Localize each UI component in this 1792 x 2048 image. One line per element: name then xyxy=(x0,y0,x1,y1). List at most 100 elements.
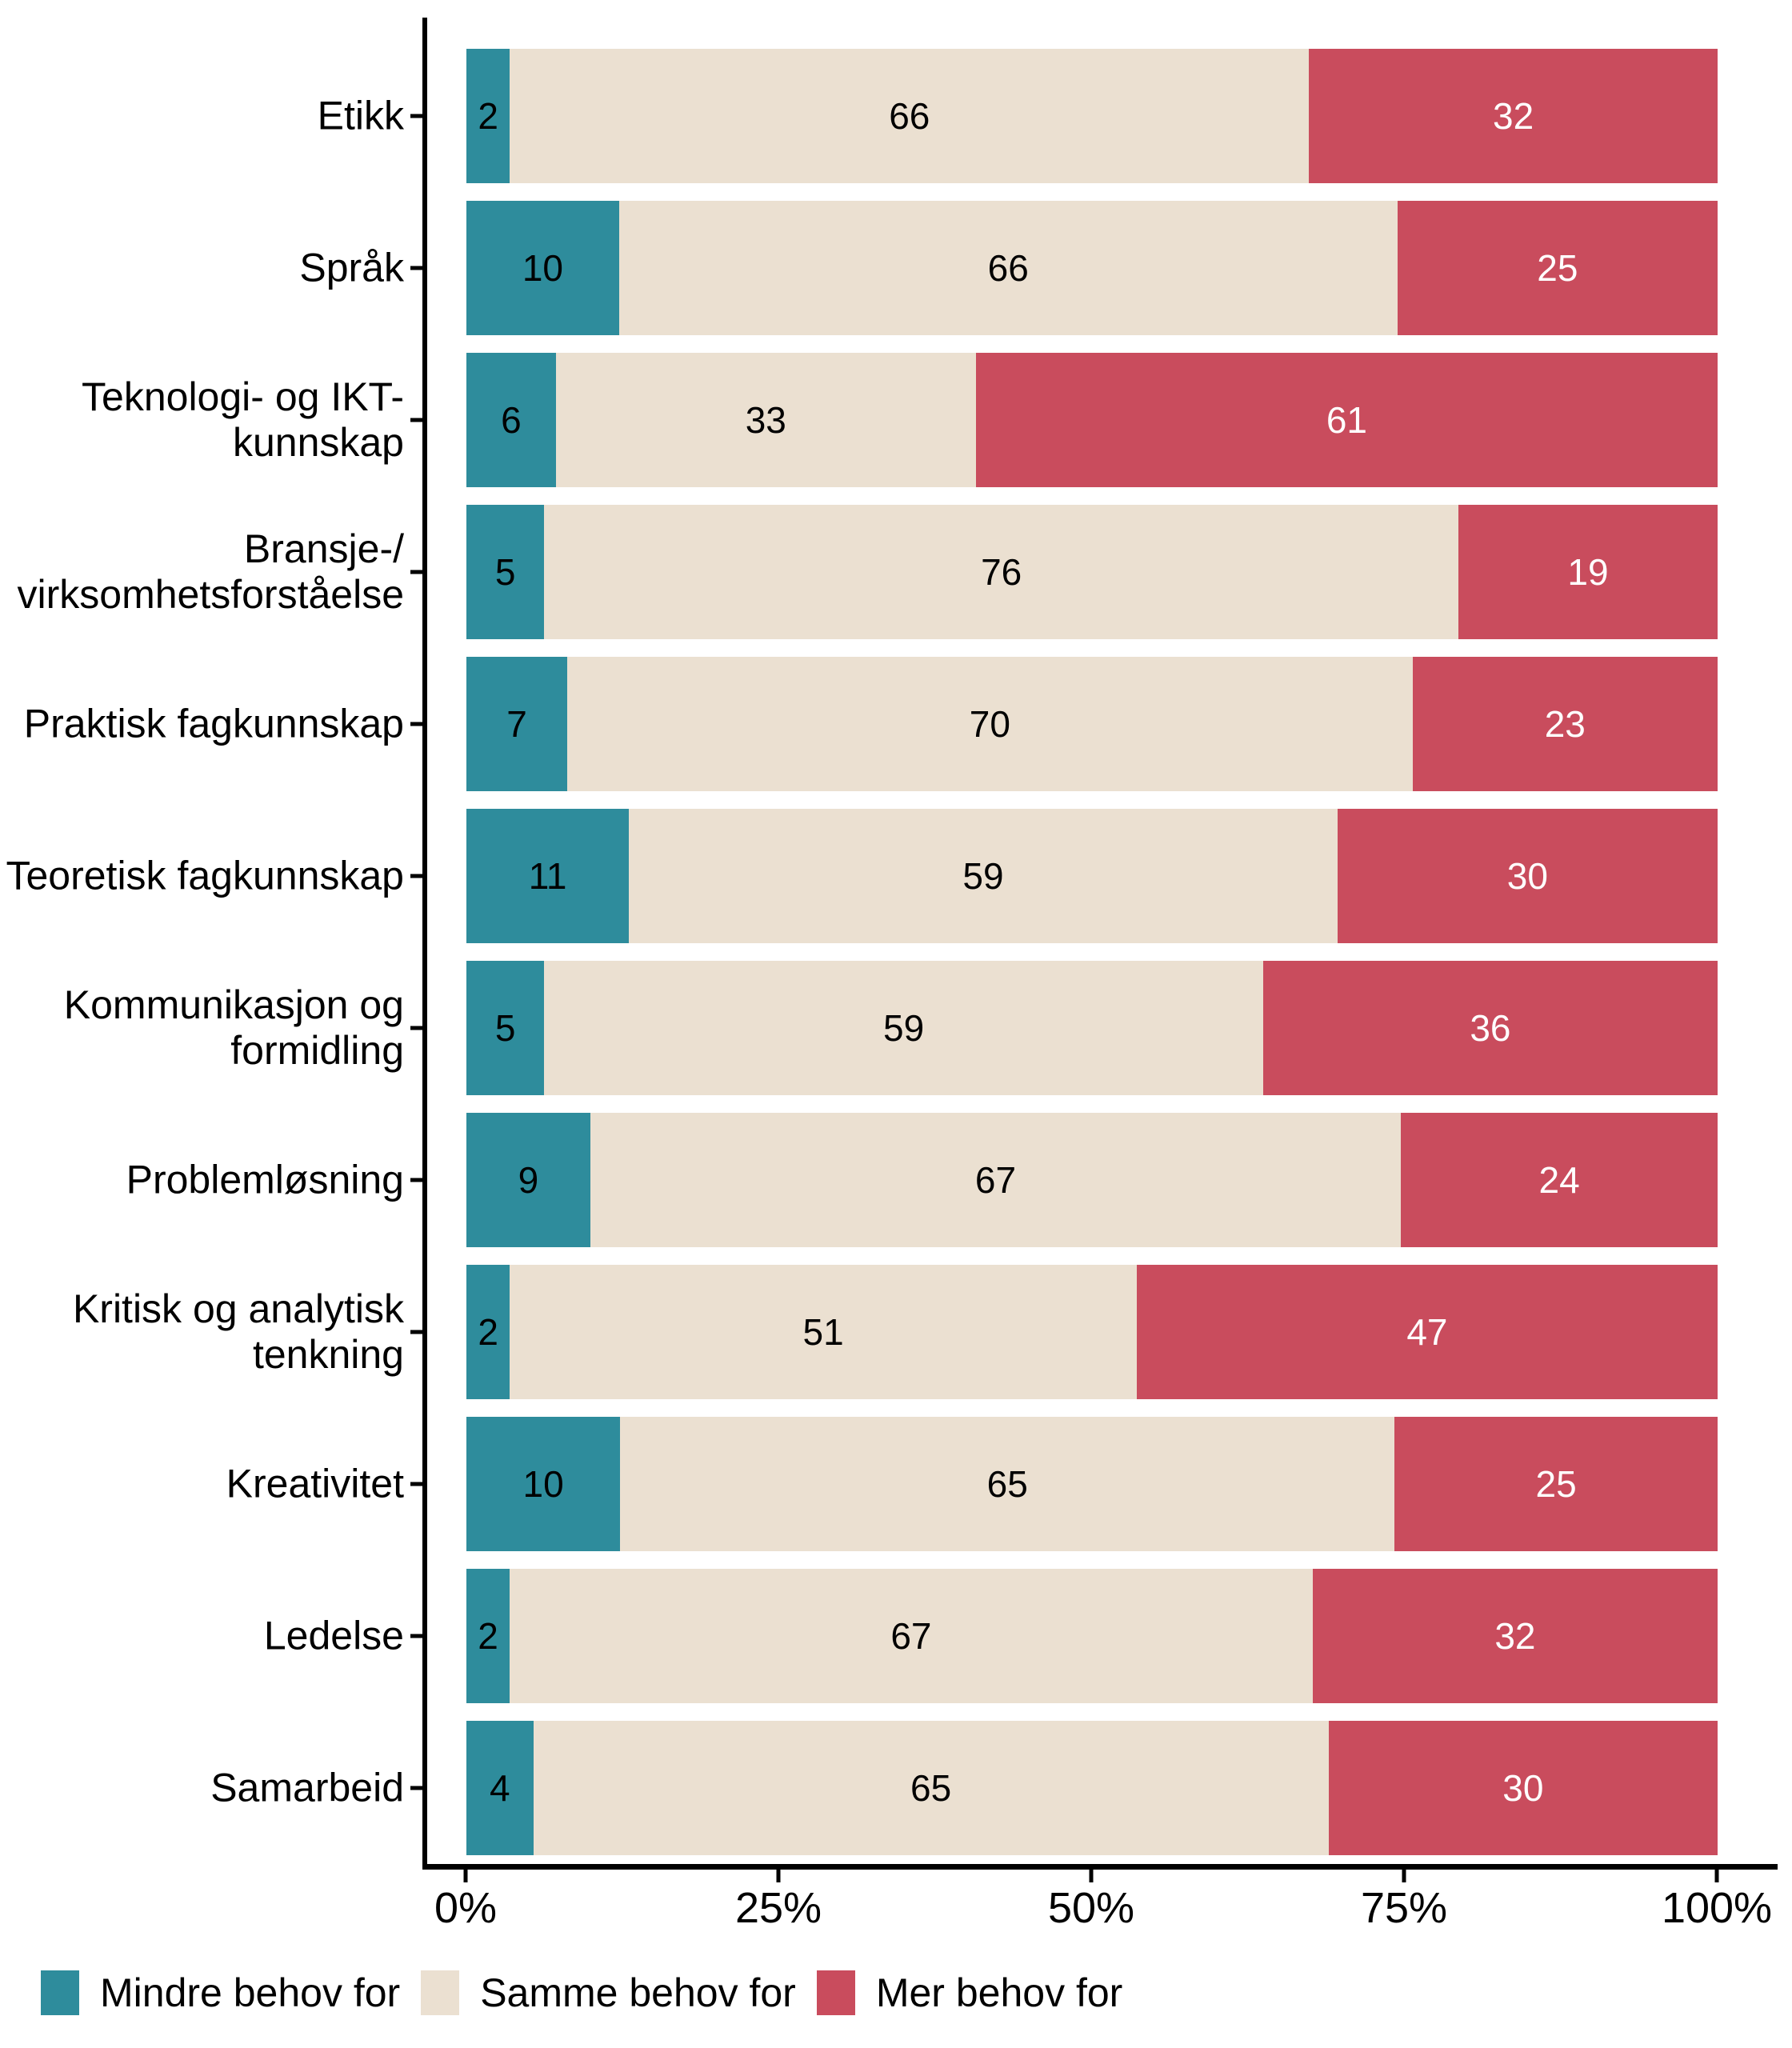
y-axis-tick xyxy=(410,1786,422,1790)
bar-track: 2 67 32 xyxy=(466,1569,1718,1703)
value-label: 33 xyxy=(745,399,786,441)
legend-swatch xyxy=(816,1970,855,2015)
bar-segment-mindre: 11 xyxy=(466,809,630,943)
bar-segment-samme: 65 xyxy=(533,1721,1329,1855)
x-axis-tick xyxy=(1714,1870,1719,1882)
legend-label: Mer behov for xyxy=(875,1970,1123,2015)
category-label: Praktisk fagkunnskap xyxy=(23,701,404,746)
category-label: Samarbeid xyxy=(210,1765,404,1810)
bar-segment-samme: 65 xyxy=(620,1417,1395,1551)
bar-segment-mer: 25 xyxy=(1397,201,1718,335)
bar-track: 2 51 47 xyxy=(466,1265,1718,1399)
legend-item: Samme behov for xyxy=(421,1970,796,2016)
bar-segment-mindre: 9 xyxy=(466,1113,590,1247)
x-axis-tick xyxy=(1402,1870,1406,1882)
value-label: 51 xyxy=(802,1311,844,1353)
value-label: 2 xyxy=(478,1615,498,1657)
value-label: 2 xyxy=(478,1311,498,1353)
bar-track: 4 65 30 xyxy=(466,1721,1718,1855)
category-label: Kreativitet xyxy=(226,1461,404,1506)
bar-segment-mindre: 5 xyxy=(466,505,545,639)
bar-segment-mer: 19 xyxy=(1458,505,1718,639)
category-label: Språk xyxy=(299,245,404,290)
value-label: 6 xyxy=(501,399,522,441)
value-label: 65 xyxy=(910,1767,952,1809)
bar-segment-mer: 30 xyxy=(1328,1721,1718,1855)
bar-segment-mindre: 5 xyxy=(466,961,545,1095)
y-axis-tick xyxy=(410,874,422,878)
value-label: 59 xyxy=(962,855,1004,897)
y-axis-tick xyxy=(410,266,422,270)
value-label: 76 xyxy=(981,551,1022,593)
value-label: 66 xyxy=(889,95,930,137)
value-label: 24 xyxy=(1538,1159,1580,1201)
bar-row: Teoretisk fagkunnskap 11 59 30 xyxy=(0,800,1792,952)
value-label: 32 xyxy=(1494,1615,1536,1657)
x-axis-tick xyxy=(463,1870,468,1882)
y-axis-tick xyxy=(410,1634,422,1638)
bar-segment-samme: 76 xyxy=(544,505,1458,639)
value-label: 30 xyxy=(1506,855,1548,897)
bar-segment-mer: 32 xyxy=(1312,1569,1718,1703)
legend-label: Samme behov for xyxy=(480,1970,796,2015)
x-axis-tick-label: 75% xyxy=(1360,1884,1448,1932)
category-label: Bransje-/ virksomhetsforståelse xyxy=(17,526,405,617)
y-axis-tick xyxy=(410,1026,422,1030)
y-axis-tick xyxy=(410,1178,422,1182)
bar-segment-mindre: 2 xyxy=(466,1569,510,1703)
value-label: 67 xyxy=(974,1159,1017,1201)
bar-segment-samme: 66 xyxy=(510,49,1310,183)
bar-row: Språk 10 66 25 xyxy=(0,192,1792,344)
bar-segment-samme: 51 xyxy=(510,1265,1137,1399)
bar-track: 10 66 25 xyxy=(466,201,1718,335)
category-label: Ledelse xyxy=(263,1613,404,1658)
bar-track: 2 66 32 xyxy=(466,49,1718,183)
x-axis-tick-label: 0% xyxy=(434,1884,498,1932)
legend-swatch xyxy=(41,1970,79,2015)
value-label: 65 xyxy=(986,1463,1028,1505)
bar-row: Problemløsning 9 67 24 xyxy=(0,1104,1792,1256)
value-label: 5 xyxy=(494,551,516,593)
bar-segment-mindre: 10 xyxy=(466,1417,621,1551)
bar-segment-mer: 24 xyxy=(1401,1113,1718,1247)
x-axis-tick xyxy=(1089,1870,1094,1882)
bar-segment-mer: 25 xyxy=(1394,1417,1718,1551)
category-label: Kritisk og analytisk tenkning xyxy=(72,1286,404,1377)
bar-track: 7 70 23 xyxy=(466,657,1718,791)
bar-segment-mindre: 2 xyxy=(466,1265,510,1399)
y-axis-line xyxy=(422,18,427,1869)
bar-row: Praktisk fagkunnskap 7 70 23 xyxy=(0,648,1792,800)
y-axis-tick xyxy=(410,570,422,574)
value-label: 36 xyxy=(1470,1007,1511,1049)
value-label: 10 xyxy=(522,247,563,289)
value-label: 10 xyxy=(522,1463,564,1505)
value-label: 47 xyxy=(1406,1311,1448,1353)
legend-item: Mer behov for xyxy=(816,1970,1123,2016)
legend-label: Mindre behov for xyxy=(100,1970,401,2015)
x-axis-tick-label: 50% xyxy=(1047,1884,1135,1932)
bar-row: Teknologi- og IKT- kunnskap 6 33 61 xyxy=(0,344,1792,496)
bar-segment-mer: 30 xyxy=(1337,809,1718,943)
bar-track: 10 65 25 xyxy=(466,1417,1718,1551)
bar-segment-samme: 59 xyxy=(544,961,1263,1095)
x-axis-tick-label: 100% xyxy=(1661,1884,1773,1932)
bar-row: Bransje-/ virksomhetsforståelse 5 76 19 xyxy=(0,496,1792,648)
value-label: 66 xyxy=(987,247,1029,289)
bar-segment-mer: 47 xyxy=(1136,1265,1718,1399)
bar-row: Kreativitet 10 65 25 xyxy=(0,1408,1792,1560)
bar-segment-mindre: 10 xyxy=(466,201,619,335)
x-axis-tick xyxy=(776,1870,781,1882)
bar-row: Kritisk og analytisk tenkning 2 51 47 xyxy=(0,1256,1792,1408)
y-axis-tick xyxy=(410,418,422,422)
bar-segment-mindre: 4 xyxy=(466,1721,534,1855)
legend-item: Mindre behov for xyxy=(41,1970,400,2016)
legend-swatch xyxy=(421,1970,460,2015)
value-label: 30 xyxy=(1502,1767,1544,1809)
value-label: 19 xyxy=(1567,551,1609,593)
category-label: Problemløsning xyxy=(126,1157,404,1202)
value-label: 5 xyxy=(494,1007,516,1049)
x-axis-line xyxy=(422,1864,1778,1870)
bar-segment-samme: 67 xyxy=(590,1113,1402,1247)
bar-segment-mindre: 6 xyxy=(466,353,556,487)
